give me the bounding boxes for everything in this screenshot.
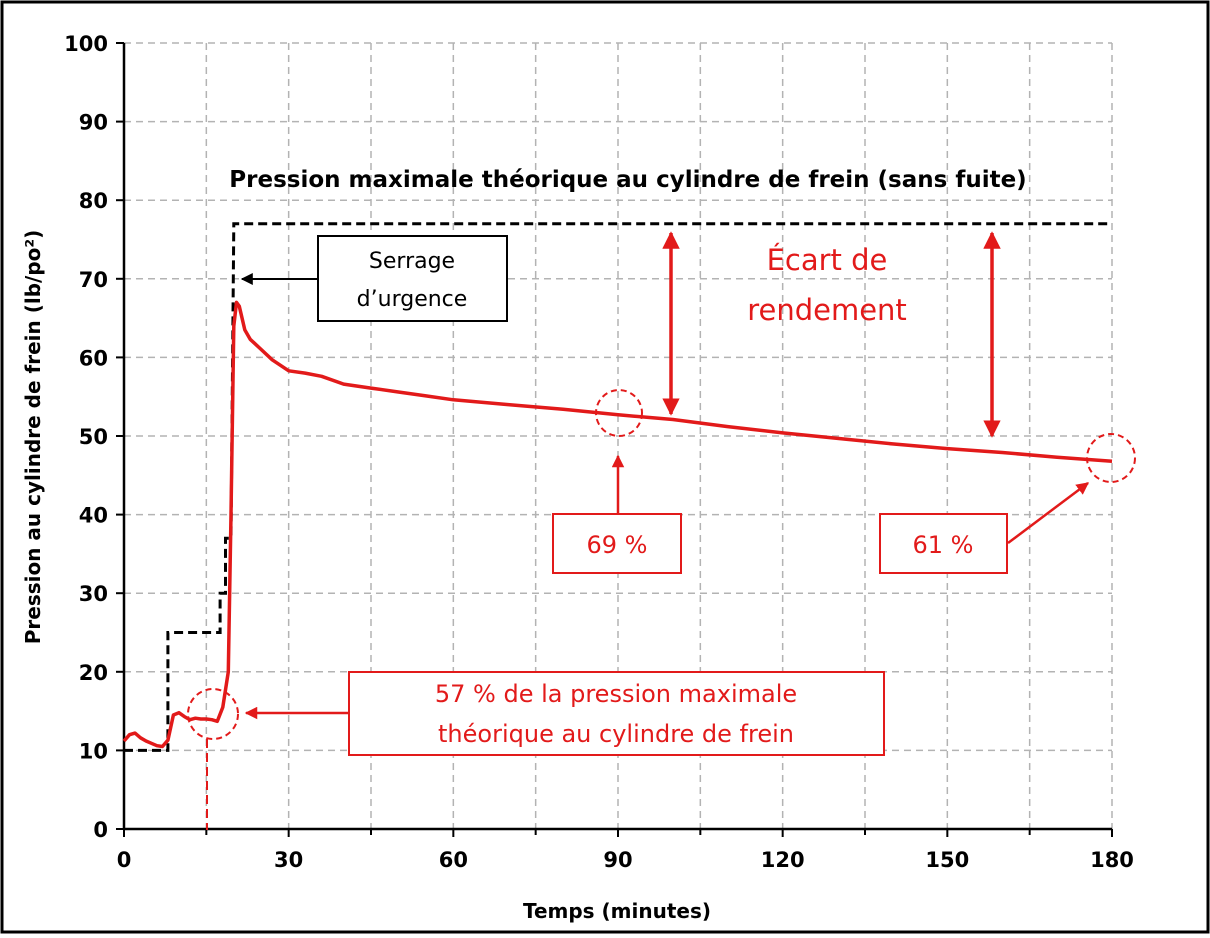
x-axis-title: Temps (minutes) (523, 899, 711, 923)
y-tick-label-60: 60 (79, 346, 108, 370)
annotation-57-percent-line2: théorique au cylindre de frein (438, 720, 794, 748)
y-tick-label-20: 20 (79, 661, 108, 685)
annotation-57-percent-box (348, 671, 885, 756)
axes (116, 42, 1113, 837)
y-tick-label-90: 90 (79, 111, 108, 135)
x-tick-labels: 0 30 60 90 120 150 180 (117, 848, 1134, 872)
annotation-61-percent-arrow (1007, 482, 1089, 544)
annotation-61-percent-label: 61 % (913, 531, 974, 559)
y-tick-labels: 0 10 20 30 40 50 60 70 80 90 100 (64, 32, 108, 842)
annotation-69-percent-label: 69 % (587, 531, 648, 559)
y-tick-label-40: 40 (79, 504, 108, 528)
annotation-emergency-brake-line1: Serrage (369, 249, 455, 274)
annotation-61-percent-circle (1086, 433, 1136, 483)
y-tick-label-30: 30 (79, 582, 108, 606)
x-tick-label-180: 180 (1090, 848, 1134, 872)
annotation-69-percent-box (552, 513, 682, 574)
annotation-61-percent-box (879, 513, 1008, 574)
y-axis-title: Pression au cylindre de frein (lb/po²) (21, 230, 45, 645)
annotation-57-percent-line1: 57 % de la pression maximale (435, 680, 797, 708)
x-tick-label-120: 120 (761, 848, 805, 872)
x-tick-label-150: 150 (925, 848, 969, 872)
annotation-efficiency-gap: Écart de rendement (662, 231, 1001, 438)
annotation-emergency-brake-line2: d’urgence (357, 287, 468, 312)
annotation-57-percent: 57 % de la pression maximale théorique a… (187, 671, 885, 830)
chart-title: Pression maximale théorique au cylindre … (229, 167, 1026, 193)
annotation-69-percent-circle (595, 389, 643, 437)
annotation-emergency-brake: Serrage d’urgence (240, 235, 508, 322)
y-tick-label-100: 100 (64, 32, 108, 56)
annotation-efficiency-gap-line2: rendement (747, 293, 907, 327)
x-tick-label-90: 90 (603, 848, 632, 872)
x-tick-label-0: 0 (117, 848, 132, 872)
y-tick-label-50: 50 (79, 425, 108, 449)
x-tick-label-60: 60 (439, 848, 468, 872)
annotation-57-percent-circle (187, 688, 239, 740)
x-tick-label-30: 30 (274, 848, 303, 872)
y-tick-label-70: 70 (79, 268, 108, 292)
y-tick-label-80: 80 (79, 189, 108, 213)
annotation-61-percent: 61 % (879, 433, 1136, 574)
annotation-efficiency-gap-line1: Écart de (767, 243, 888, 277)
series-measured-pressure (122, 300, 1113, 749)
annotation-69-percent: 69 % (552, 389, 682, 574)
y-tick-label-10: 10 (79, 739, 108, 763)
annotation-emergency-brake-box (317, 235, 508, 322)
y-tick-label-0: 0 (93, 818, 108, 842)
